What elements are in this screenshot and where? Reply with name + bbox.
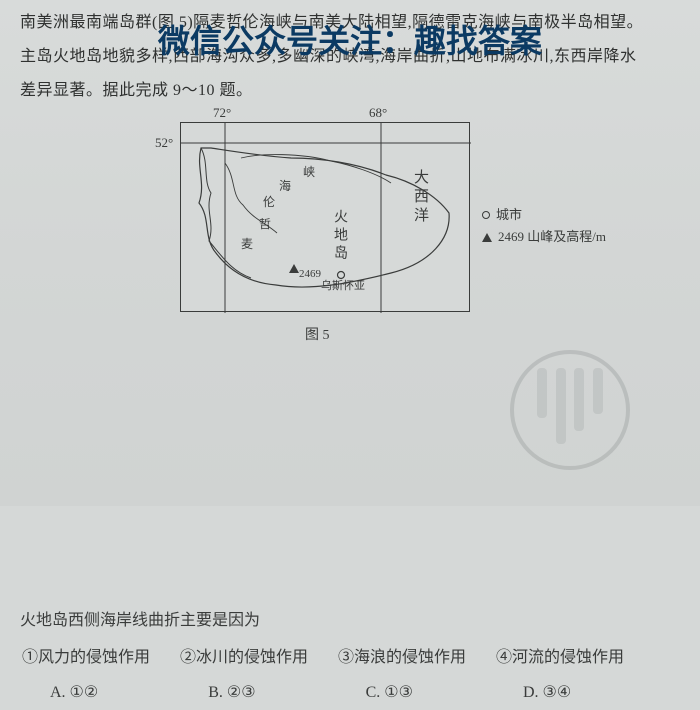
question-9: 火地岛西侧海岸线曲折主要是因为 ①风力的侵蚀作用 ②冰川的侵蚀作用 ③海浪的侵蚀…	[20, 604, 680, 710]
label-sea: 海	[279, 177, 291, 194]
peak-marker-icon	[482, 233, 492, 242]
legend-city: 城市	[482, 204, 606, 226]
legend-city-label: 城市	[496, 204, 522, 226]
answer-choices: A. ①② B. ②③ C. ①③ D. ③④	[50, 676, 680, 710]
opt-1: ①风力的侵蚀作用	[22, 642, 150, 674]
label-island: 火地岛	[329, 209, 349, 263]
figure-caption: 图 5	[305, 324, 330, 344]
choice-c[interactable]: C. ①③	[366, 676, 413, 710]
choice-d[interactable]: D. ③④	[523, 676, 571, 710]
label-strait: 峡	[303, 163, 315, 180]
intro-line-3: 差异显著。据此完成 9～10 题。	[20, 74, 680, 108]
map-legend: 城市 2469 山峰及高程/m	[482, 204, 606, 248]
label-zhe: 哲	[259, 215, 271, 232]
label-peak-value: 2469	[299, 268, 321, 280]
city-marker-icon	[482, 211, 490, 219]
exam-page: 南美洲最南端岛群(图 5)隔麦哲伦海峡与南美大陆相望,隔德雷克海峡与南极半岛相望…	[0, 0, 700, 506]
legend-peak-label: 2469 山峰及高程/m	[498, 226, 606, 248]
question-stem: 火地岛西侧海岸线曲折主要是因为	[20, 604, 680, 638]
longitude-right: 68°	[369, 105, 387, 121]
choice-b[interactable]: B. ②③	[208, 676, 255, 710]
map-frame: 72° 68° 52° 大西洋 火地岛 峡 海 伦 哲	[180, 122, 470, 312]
label-mai: 麦	[241, 235, 253, 252]
label-lun: 伦	[263, 193, 275, 210]
opt-3: ③海浪的侵蚀作用	[338, 642, 466, 674]
legend-peak: 2469 山峰及高程/m	[482, 226, 606, 248]
statement-options: ①风力的侵蚀作用 ②冰川的侵蚀作用 ③海浪的侵蚀作用 ④河流的侵蚀作用	[22, 642, 680, 674]
watermark-text: 微信公众号关注：趣找答案	[0, 16, 700, 62]
background-watermark-icon	[510, 350, 630, 470]
opt-2: ②冰川的侵蚀作用	[180, 642, 308, 674]
longitude-left: 72°	[213, 105, 231, 121]
label-ocean: 大西洋	[410, 169, 431, 226]
watermark-label: 微信公众号关注：趣找答案	[158, 23, 542, 59]
label-city-name: 乌斯怀亚	[321, 277, 365, 293]
opt-4: ④河流的侵蚀作用	[496, 642, 624, 674]
figure-5: 72° 68° 52° 大西洋 火地岛 峡 海 伦 哲	[20, 112, 700, 352]
choice-a[interactable]: A. ①②	[50, 676, 98, 710]
latitude-label: 52°	[155, 135, 173, 151]
